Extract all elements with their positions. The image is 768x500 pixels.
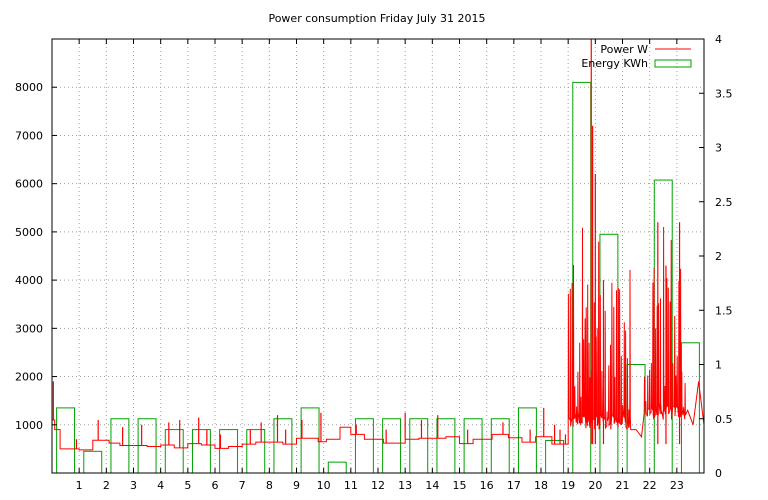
x-tick-label: 15	[453, 479, 467, 492]
y2-tick-label: 2.5	[715, 196, 733, 209]
legend: Power W Energy KWh	[581, 43, 692, 70]
legend-label-power: Power W	[600, 43, 648, 56]
energy-bar	[599, 233, 619, 474]
energy-bar	[164, 429, 184, 474]
y2-tick-label: 4	[715, 33, 722, 46]
x-tick-label: 7	[239, 479, 246, 492]
x-tick-label: 4	[157, 479, 164, 492]
y-tick-label: 5000	[15, 226, 43, 239]
y-tick-label: 4000	[15, 274, 43, 287]
energy-bar	[409, 418, 429, 474]
energy-bar	[490, 418, 510, 474]
y-tick-label: 6000	[15, 178, 43, 191]
x-tick-label: 6	[212, 479, 219, 492]
energy-bar	[545, 439, 565, 474]
x-tick-label: 18	[534, 479, 548, 492]
x-tick-label: 8	[266, 479, 273, 492]
energy-bar	[219, 429, 239, 474]
power-series	[52, 39, 705, 451]
x-tick-label: 16	[480, 479, 494, 492]
energy-bar	[517, 407, 537, 474]
y-tick-label: 1000	[15, 419, 43, 432]
x-tick-label: 2	[103, 479, 110, 492]
x-tick-label: 10	[317, 479, 331, 492]
energy-bar	[273, 418, 293, 474]
energy-bar	[300, 407, 320, 474]
x-tick-label: 11	[344, 479, 358, 492]
y2-tick-label: 1	[715, 359, 722, 372]
y-tick-label: 8000	[15, 81, 43, 94]
energy-bar	[56, 407, 76, 474]
chart-title: Power consumption Friday July 31 2015	[268, 12, 485, 25]
x-tick-label: 12	[371, 479, 385, 492]
x-tick-label: 13	[398, 479, 412, 492]
x-tick-label: 1	[76, 479, 83, 492]
power-line	[52, 226, 705, 451]
energy-bar	[246, 429, 266, 474]
x-tick-label: 3	[130, 479, 137, 492]
energy-bar	[680, 342, 700, 474]
energy-bar	[382, 418, 402, 474]
energy-bar	[327, 461, 347, 474]
y-tick-label: 3000	[15, 322, 43, 335]
energy-bar	[436, 418, 456, 474]
x-tick-label: 5	[184, 479, 191, 492]
x-tick-label: 22	[643, 479, 657, 492]
x-tick-label: 19	[561, 479, 575, 492]
y2-tick-label: 2	[715, 250, 722, 263]
energy-bar	[354, 418, 374, 474]
y2-tick-label: 3	[715, 142, 722, 155]
y-tick-label: 2000	[15, 371, 43, 384]
energy-bar	[463, 418, 483, 474]
y2-tick-label: 3.5	[715, 87, 733, 100]
legend-label-energy: Energy KWh	[581, 57, 648, 70]
y2-tick-label: 0	[715, 467, 722, 480]
x-tick-label: 20	[588, 479, 602, 492]
y2-tick-label: 0.5	[715, 413, 733, 426]
x-tick-label: 14	[425, 479, 439, 492]
x-tick-label: 17	[507, 479, 521, 492]
axis-ticks: 1 2 3 4 5 6 7 8 9 10 11 12 13 14 15 16 17 18 19 20 21 22 23100…	[15, 33, 733, 492]
x-tick-label: 21	[616, 479, 630, 492]
y-tick-label: 7000	[15, 129, 43, 142]
y2-tick-label: 1.5	[715, 304, 733, 317]
energy-bar	[83, 450, 103, 474]
grid	[52, 39, 704, 473]
x-tick-label: 9	[293, 479, 300, 492]
x-tick-label: 23	[670, 479, 684, 492]
energy-bar	[191, 429, 211, 474]
legend-box-energy	[654, 59, 692, 68]
